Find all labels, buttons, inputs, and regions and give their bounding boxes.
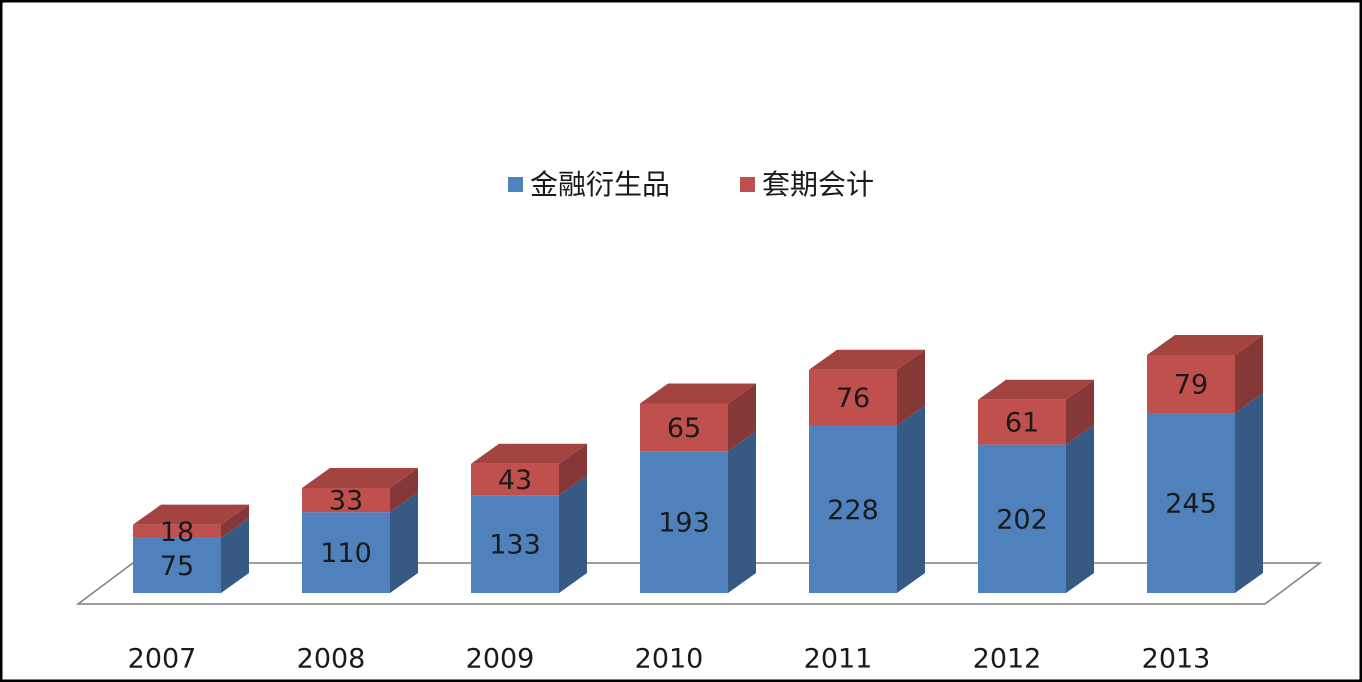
data-label: 193 <box>658 508 710 539</box>
bar <box>133 524 221 538</box>
bar-side <box>559 475 587 593</box>
bar-side <box>221 504 249 538</box>
bar-side <box>728 431 756 593</box>
data-label: 33 <box>329 486 363 517</box>
bar <box>302 487 390 513</box>
bar <box>1147 413 1235 593</box>
bar-top <box>471 443 587 464</box>
data-label: 76 <box>836 383 870 414</box>
bar-top <box>978 379 1094 400</box>
bar <box>640 403 728 452</box>
bar <box>1147 355 1235 414</box>
bar <box>978 399 1066 445</box>
bar-top <box>640 383 756 404</box>
bar-top <box>133 504 249 525</box>
data-label: 43 <box>498 465 532 496</box>
x-tick-label: 2008 <box>297 644 366 675</box>
legend-swatch <box>740 177 755 192</box>
data-label: 18 <box>160 517 194 548</box>
x-tick-label: 2010 <box>635 644 704 675</box>
bar-side <box>1066 379 1094 445</box>
data-label: 79 <box>1174 370 1208 401</box>
bar-side <box>221 517 249 593</box>
bar <box>133 537 221 593</box>
bar-side <box>728 383 756 452</box>
x-tick-label: 2013 <box>1142 644 1211 675</box>
data-label: 228 <box>827 495 879 526</box>
bar <box>809 425 897 593</box>
bar <box>978 444 1066 593</box>
bar-side <box>1235 393 1263 593</box>
x-tick-label: 2007 <box>128 644 197 675</box>
legend-text: 金融衍生品 <box>530 168 670 201</box>
bar-top <box>1147 335 1263 355</box>
legend: 金融衍生品 套期会计 <box>508 168 874 201</box>
data-label: 61 <box>1005 408 1039 439</box>
bar-side <box>897 349 925 426</box>
bar-top <box>302 467 418 488</box>
data-label: 202 <box>996 504 1048 535</box>
bar <box>809 369 897 426</box>
data-label: 110 <box>320 538 372 569</box>
bar-side <box>1066 424 1094 593</box>
x-tick-label: 2012 <box>973 644 1042 675</box>
bar-side <box>559 443 587 496</box>
bar-side <box>390 467 418 513</box>
bar <box>302 512 390 593</box>
x-tick-label: 2009 <box>466 644 535 675</box>
bar-side <box>897 405 925 593</box>
bar <box>640 451 728 593</box>
data-label: 245 <box>1165 489 1217 520</box>
bar <box>471 463 559 496</box>
data-label: 133 <box>489 530 541 561</box>
data-label: 75 <box>160 551 194 582</box>
legend-swatch <box>508 177 523 192</box>
legend-text: 套期会计 <box>762 168 874 201</box>
bar-side <box>390 492 418 593</box>
x-tick-label: 2011 <box>804 644 873 675</box>
bar <box>471 495 559 593</box>
bar-side <box>1235 335 1263 414</box>
bar-top <box>809 349 925 370</box>
data-label: 65 <box>667 413 701 444</box>
